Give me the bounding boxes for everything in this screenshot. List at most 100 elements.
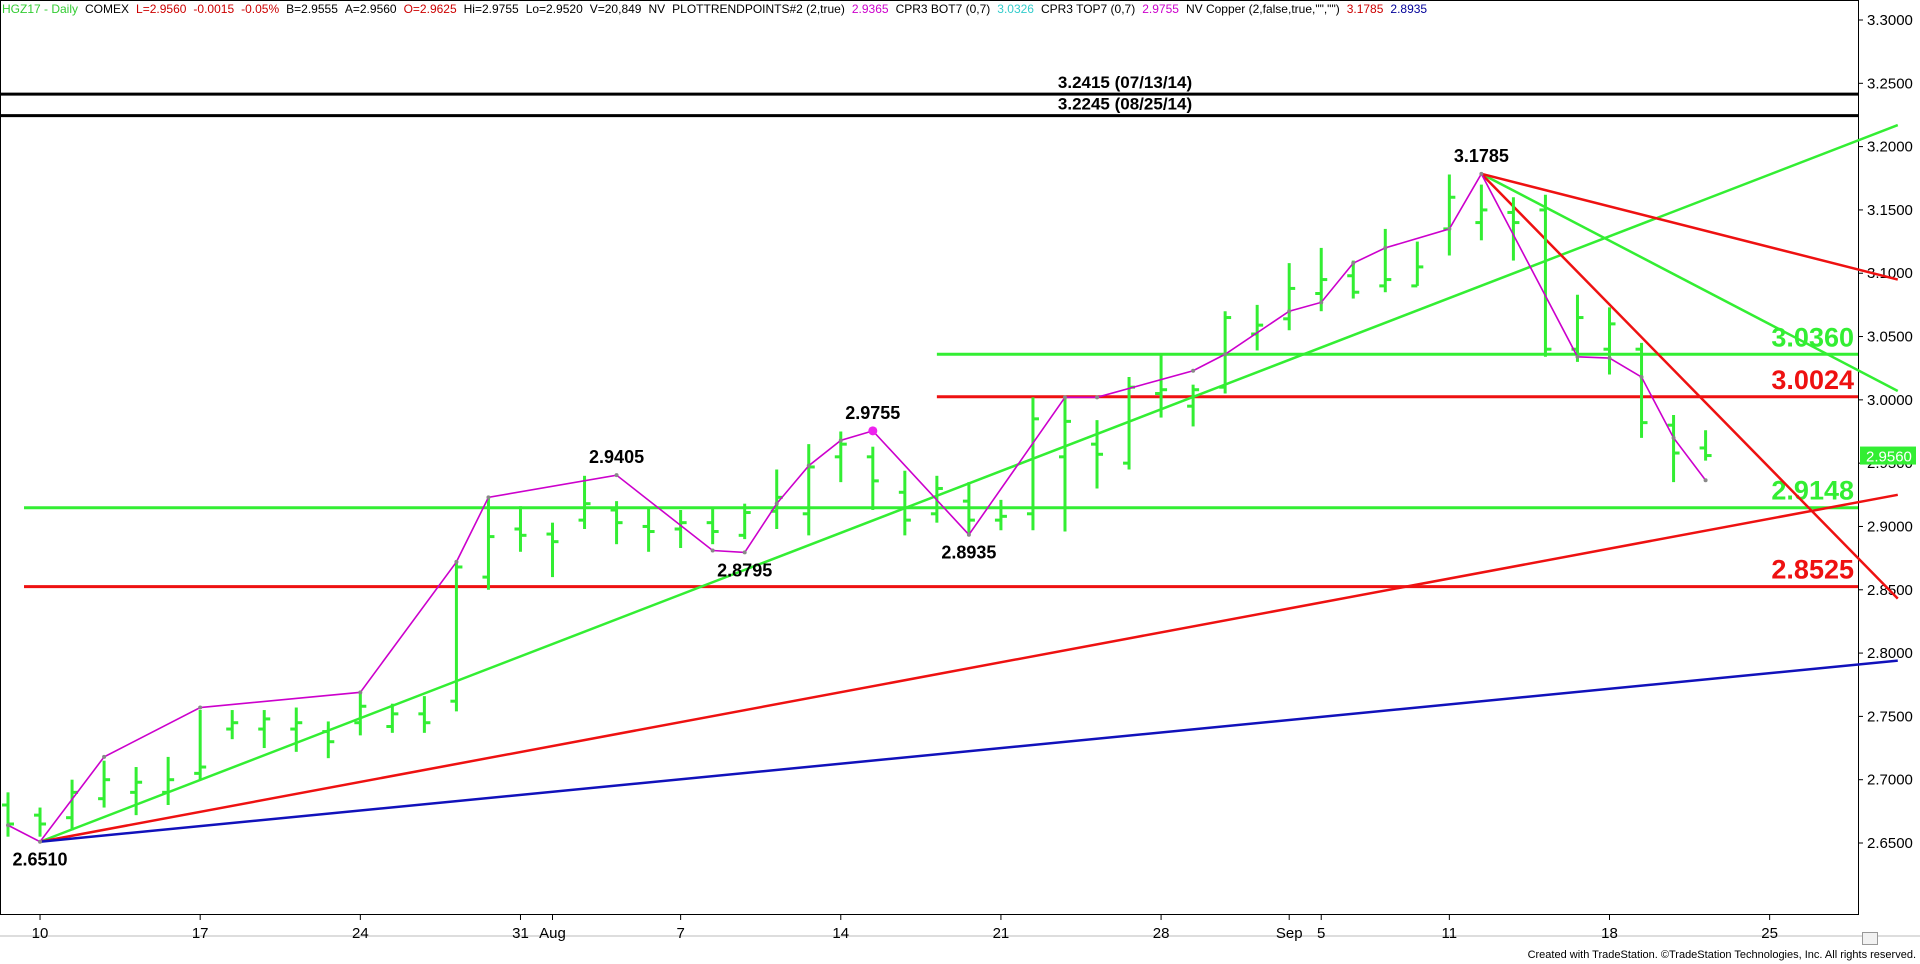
x-tick-label: 21 (993, 925, 1010, 942)
trend-line (1480, 172, 1899, 600)
header-item: 2.9755 (1142, 2, 1179, 16)
y-tick-label: 3.2000 (1867, 139, 1913, 156)
swing-point (1639, 375, 1644, 380)
x-tick-label: 17 (192, 925, 209, 942)
x-tick-label: 10 (32, 925, 49, 942)
x-tick-label: 5 (1317, 925, 1325, 942)
header-item: -0.05% (241, 2, 280, 16)
y-tick-label: 2.7500 (1867, 708, 1913, 725)
swing-point (1607, 356, 1612, 361)
swing-point (1191, 368, 1196, 373)
y-tick-label: 3.2500 (1867, 75, 1913, 92)
y-tick-label: 2.9000 (1867, 518, 1913, 535)
price-label: 2.6510 (12, 850, 67, 870)
swing-point (614, 473, 619, 478)
swing-point (1575, 354, 1580, 359)
x-tick-label: 31 (512, 925, 529, 942)
swing-point (742, 550, 747, 555)
swing-line (7, 172, 1707, 843)
header-item: COMEX (85, 2, 130, 16)
x-tick-label: 11 (1442, 925, 1458, 942)
y-tick-label: 2.8000 (1867, 645, 1913, 662)
level-label: 3.0024 (1771, 365, 1854, 395)
scroll-thumb[interactable] (1862, 932, 1878, 945)
x-tick-label: 24 (352, 925, 369, 942)
header-item: NV Copper (2,false,true,"","") (1185, 2, 1340, 16)
y-tick-label: 3.0000 (1867, 392, 1913, 409)
x-tick-label: 28 (1153, 925, 1170, 942)
header-item: -0.0015 (193, 2, 235, 16)
trend-line (1480, 172, 1899, 393)
y-tick-label: 3.3000 (1867, 12, 1913, 29)
y-tick-label: 3.1000 (1867, 265, 1913, 282)
level-label: 3.2415 (07/13/14) (1058, 73, 1192, 92)
price-label: 3.1785 (1454, 146, 1509, 166)
swing-point (1319, 300, 1324, 305)
swing-point (198, 705, 203, 710)
x-tick-label: 14 (832, 925, 849, 942)
header-item: V=20,849 (589, 2, 642, 16)
header-item: A=2.9560 (344, 2, 397, 16)
header-item: Hi=2.9755 (463, 2, 519, 16)
x-tick-label: 25 (1761, 925, 1778, 942)
x-tick-label: 18 (1601, 925, 1618, 942)
swing-point (1287, 309, 1292, 314)
x-tick-label: Aug (539, 925, 566, 942)
swing-point (1671, 435, 1676, 440)
swing-high-marker (868, 426, 878, 436)
y-tick-label: 2.6500 (1867, 835, 1913, 852)
swing-point (486, 495, 491, 500)
level-label: 2.8525 (1771, 555, 1854, 585)
header-item: PLOTTRENDPOINTS#2 (2,true) (672, 2, 845, 16)
header-item: 3.1785 (1346, 2, 1384, 16)
header-item: NV (648, 2, 666, 16)
swing-point (1703, 478, 1708, 483)
swing-point (454, 559, 459, 564)
header-item: B=2.9555 (286, 2, 338, 16)
header-item: CPR3 BOT7 (0,7) (895, 2, 991, 16)
swing-point (1351, 261, 1356, 266)
swing-point (1223, 352, 1228, 357)
swing-point (838, 438, 843, 443)
header-item: 2.9365 (851, 2, 889, 16)
swing-point (358, 690, 363, 695)
level-label: 3.2245 (08/25/14) (1058, 95, 1192, 114)
swing-point (1383, 245, 1388, 250)
header-item: CPR3 TOP7 (0,7) (1040, 2, 1136, 16)
header-item: 3.0326 (997, 2, 1034, 16)
y-tick-label: 2.7000 (1867, 772, 1913, 789)
last-price-label: 2.9560 (1866, 449, 1912, 466)
header-item: HGZ17 - Daily (2, 2, 79, 16)
y-tick-label: 3.1500 (1867, 202, 1913, 219)
swing-point (1479, 171, 1484, 176)
price-label: 2.8795 (717, 560, 772, 580)
swing-point (102, 754, 107, 759)
chart-header: HGZ17 - Daily COMEX L=2.9560 -0.0015 -0.05% B… (2, 2, 1434, 16)
x-tick-label: 7 (676, 925, 684, 942)
header-item: 2.8935 (1390, 2, 1428, 16)
trend-line (39, 493, 1898, 843)
swing-point (1062, 395, 1067, 400)
swing-point (38, 839, 43, 844)
plot-frame (0, 0, 1859, 915)
level-label: 2.9148 (1771, 476, 1854, 506)
price-label: 2.9755 (845, 403, 900, 423)
header-item: O=2.9625 (403, 2, 457, 16)
header-item: Lo=2.9520 (525, 2, 583, 16)
swing-point (806, 463, 811, 468)
footer-credit: Created with TradeStation. ©TradeStation… (1527, 949, 1916, 961)
y-tick-label: 3.0500 (1867, 329, 1913, 346)
price-label: 2.9405 (589, 447, 644, 467)
last-price-marker (1860, 446, 1916, 465)
swing-point (1095, 395, 1100, 400)
swing-point (6, 823, 10, 828)
swing-point (774, 501, 779, 506)
swing-point (1447, 226, 1452, 231)
swing-point (966, 532, 971, 537)
price-label: 2.8935 (941, 543, 996, 563)
trend-line (1481, 172, 1899, 281)
x-tick-label: Sep (1276, 925, 1303, 942)
swing-point (710, 548, 715, 553)
header-item: L=2.9560 (136, 2, 187, 16)
